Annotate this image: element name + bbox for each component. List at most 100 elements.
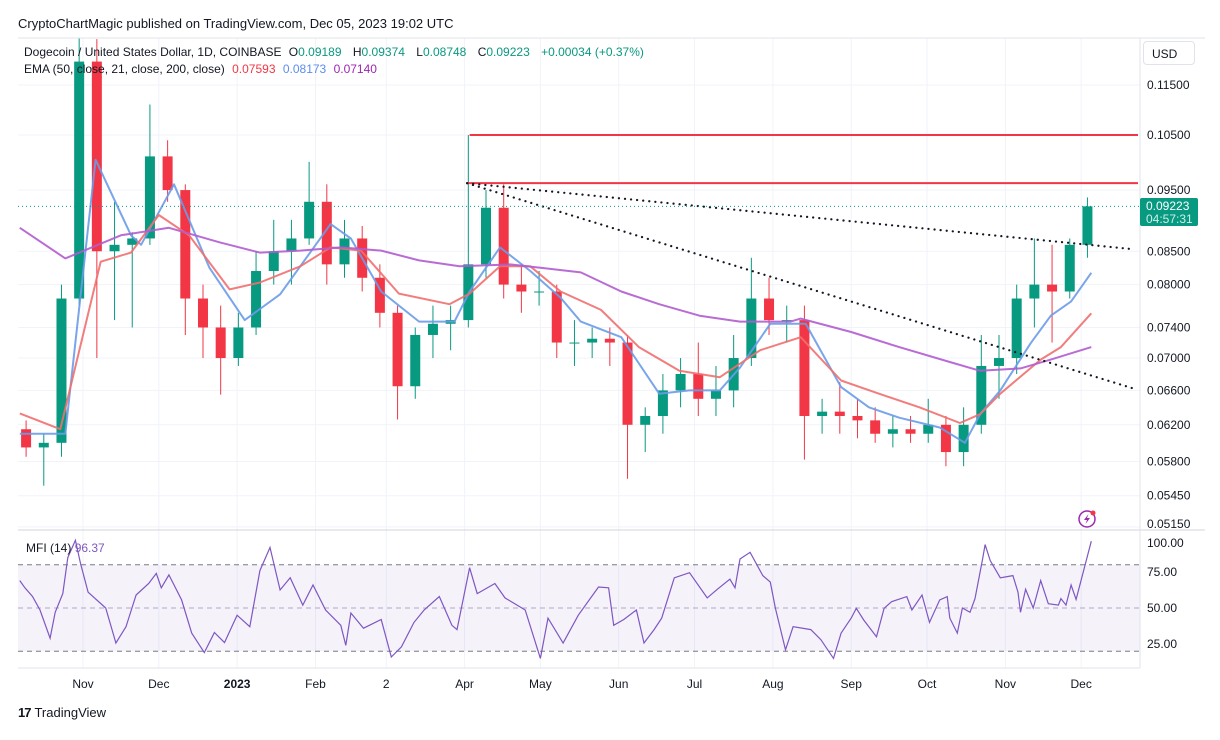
price-tick-label: 0.11500 xyxy=(1147,78,1190,92)
candle xyxy=(410,327,421,399)
candle xyxy=(852,398,863,439)
candle-body xyxy=(693,373,704,399)
candle xyxy=(746,257,757,366)
time-tick-label: Aug xyxy=(762,677,783,691)
last-price-value: 0.09223 xyxy=(1146,199,1190,213)
mfi-tick-label: 75.00 xyxy=(1147,565,1177,579)
candle xyxy=(799,305,810,460)
candle xyxy=(1047,244,1058,343)
ema200-value: 0.07140 xyxy=(333,62,377,76)
time-tick-label: Feb xyxy=(305,677,326,691)
candle xyxy=(91,39,102,359)
candle-body xyxy=(887,429,898,434)
candle-body xyxy=(180,190,191,299)
ema21-line xyxy=(19,158,1093,444)
candle xyxy=(1082,197,1093,258)
high-label: H xyxy=(352,45,362,59)
candle-body xyxy=(127,238,138,245)
candle xyxy=(534,271,545,306)
price-tick-label: 0.06200 xyxy=(1147,418,1191,432)
candle-body xyxy=(587,338,598,343)
candle xyxy=(180,184,191,335)
candle-body xyxy=(976,365,987,425)
candle xyxy=(976,334,987,434)
drawings[interactable] xyxy=(466,134,1138,390)
mfi-label[interactable]: MFI (14) xyxy=(26,541,72,555)
publication-line: CryptoChartMagic published on TradingVie… xyxy=(18,16,454,31)
candle-body xyxy=(38,442,49,448)
candle-body xyxy=(993,358,1004,366)
candle-body xyxy=(799,320,810,416)
candle xyxy=(604,327,615,366)
tradingview-logo[interactable]: 17 TradingView xyxy=(18,705,106,720)
time-axis[interactable]: Nov Dec 2023 Feb 2 Apr May Jun Jul Aug Sep Oct Nov De… xyxy=(72,677,1092,691)
candle xyxy=(675,358,686,408)
candle xyxy=(587,327,598,359)
candle xyxy=(870,407,881,443)
price-axis[interactable]: 0.11500 0.10500 0.09500 0.08500 0.08000 0.074… xyxy=(1147,78,1191,531)
mfi-line xyxy=(19,538,1092,660)
candle xyxy=(569,320,580,366)
candle xyxy=(551,284,562,359)
candle xyxy=(940,415,951,467)
candle-body xyxy=(551,291,562,343)
candle xyxy=(21,420,32,457)
candle-body xyxy=(710,390,721,399)
candle xyxy=(162,140,173,202)
lightning-icon[interactable] xyxy=(1078,510,1096,528)
candle-body xyxy=(410,334,421,387)
time-tick-label: May xyxy=(529,677,552,691)
candle-body xyxy=(1047,284,1058,292)
candle-body xyxy=(374,277,385,313)
close-label: C xyxy=(477,45,487,59)
price-tick-label: 0.05450 xyxy=(1147,489,1191,503)
candle xyxy=(834,382,845,434)
mfi-tick-label: 50.00 xyxy=(1147,601,1177,615)
ema-legend: EMA (50, close, 21, close, 200, close) 0… xyxy=(24,62,381,76)
candle-body xyxy=(834,411,845,416)
high-value: 0.09374 xyxy=(361,45,405,59)
candle xyxy=(993,334,1004,399)
candle-body xyxy=(870,420,881,434)
dotted-trendline[interactable] xyxy=(466,182,1136,251)
symbol-title[interactable]: Dogecoin / United States Dollar, 1D, COI… xyxy=(24,45,282,59)
candle-body xyxy=(56,298,67,443)
time-tick-label: 2023 xyxy=(224,677,251,691)
candle-body xyxy=(569,342,580,344)
dotted-trendline[interactable] xyxy=(466,182,1136,390)
candle xyxy=(693,342,704,416)
candle-body xyxy=(1064,244,1075,292)
ema200-line xyxy=(19,226,1092,372)
candle xyxy=(516,264,527,313)
candle xyxy=(392,305,403,420)
time-tick-label: Sep xyxy=(841,677,863,691)
candle xyxy=(304,161,315,245)
candle-body xyxy=(746,298,757,359)
candle xyxy=(427,305,438,359)
mfi-axis[interactable]: 100.00 75.00 50.00 25.00 xyxy=(1147,536,1184,651)
candle-body xyxy=(427,323,438,335)
candle-body xyxy=(162,156,173,191)
price-tick-label: 0.09500 xyxy=(1147,183,1191,197)
candle-body xyxy=(21,429,32,448)
close-value: 0.09223 xyxy=(486,45,530,59)
price-tick-label: 0.07000 xyxy=(1147,351,1191,365)
currency-button[interactable]: USD xyxy=(1143,41,1195,65)
candle-body xyxy=(852,415,863,421)
candles xyxy=(21,38,1093,486)
ema-lines xyxy=(19,158,1093,444)
candle-body xyxy=(144,156,155,239)
candle-body xyxy=(251,271,262,328)
candle-body xyxy=(481,207,492,265)
candle xyxy=(38,433,49,486)
candle-body xyxy=(74,61,85,299)
candle-body xyxy=(286,238,297,252)
candle xyxy=(1064,238,1075,299)
ema50-line xyxy=(19,214,1093,431)
candle xyxy=(887,415,898,448)
candle xyxy=(74,38,85,306)
candle xyxy=(958,407,969,467)
candle-body xyxy=(1082,206,1093,245)
ema-label[interactable]: EMA (50, close, 21, close, 200, close) xyxy=(24,62,225,76)
